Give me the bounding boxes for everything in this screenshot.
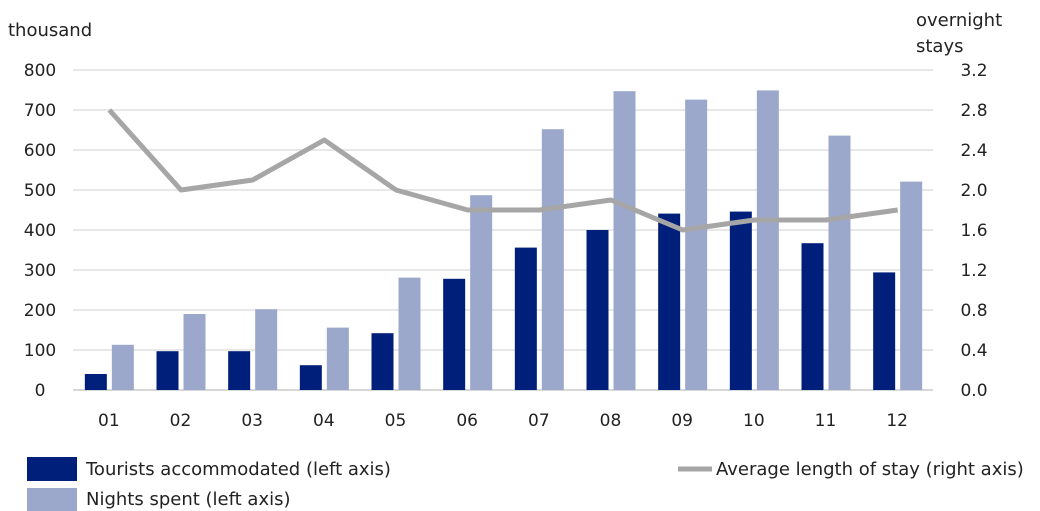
bar-nights	[111, 344, 134, 390]
right-axis-title-line-1: overnight	[916, 10, 1002, 31]
left-tick-label: 600	[24, 141, 56, 161]
bar-nights	[613, 91, 636, 390]
left-tick-label: 0	[35, 381, 46, 401]
left-tick-label: 800	[24, 61, 56, 81]
left-tick-label: 200	[24, 301, 56, 321]
left-axis-title: thousand	[8, 20, 92, 41]
legend-swatch-tourists	[27, 457, 77, 481]
bar-nights	[255, 309, 278, 390]
right-tick-label: 2.4	[960, 141, 987, 161]
bar-tourists	[514, 247, 537, 390]
right-tick-label: 1.6	[960, 221, 987, 241]
left-tick-label: 300	[24, 261, 56, 281]
bar-nights	[398, 277, 421, 390]
bar-tourists	[658, 213, 681, 390]
x-tick-label: 08	[600, 411, 622, 431]
bar-tourists	[156, 351, 179, 390]
x-tick-label: 12	[886, 411, 908, 431]
bar-tourists	[84, 374, 107, 390]
right-tick-label: 0.0	[960, 381, 987, 401]
bar-tourists	[873, 272, 896, 390]
right-tick-label: 0.8	[960, 301, 987, 321]
x-tick-label: 10	[743, 411, 765, 431]
line-average-stay	[107, 108, 899, 233]
bar-tourists	[228, 351, 251, 390]
gridlines	[73, 69, 933, 391]
bar-nights	[756, 90, 779, 391]
legend-swatch-nights	[27, 488, 77, 511]
left-tick-label: 700	[24, 101, 56, 121]
bar-tourists	[729, 211, 752, 390]
legend-label-tourists: Tourists accommodated (left axis)	[85, 459, 391, 480]
left-tick-label: 100	[24, 341, 56, 361]
bar-tourists	[371, 333, 394, 390]
x-axis-ticks: 01 02 03 04 05 06 07 08 09 10 11 12	[98, 411, 908, 431]
bar-nights	[900, 181, 923, 390]
left-tick-label: 400	[24, 221, 56, 241]
right-tick-label: 3.2	[960, 61, 987, 81]
right-axis-ticks: 0.0 0.4 0.8 1.2 1.6 2.0 2.4 2.8 3.2	[960, 61, 987, 401]
x-tick-label: 04	[313, 411, 335, 431]
legend: Tourists accommodated (left axis) Nights…	[27, 457, 1024, 511]
bar-tourists	[443, 278, 466, 390]
left-axis-ticks: 0 100 200 300 400 500 600 700 800	[24, 61, 56, 401]
legend-label-average-stay: Average length of stay (right axis)	[716, 459, 1024, 480]
right-tick-label: 2.8	[960, 101, 987, 121]
bar-tourists	[801, 243, 824, 390]
legend-label-nights: Nights spent (left axis)	[86, 489, 291, 510]
bars	[84, 90, 923, 391]
line-series	[107, 108, 899, 233]
bar-nights	[541, 129, 564, 390]
bar-nights	[828, 135, 851, 390]
bar-nights	[183, 314, 206, 390]
x-tick-label: 06	[456, 411, 478, 431]
x-tick-label: 01	[98, 411, 120, 431]
bar-nights	[470, 195, 493, 390]
x-tick-label: 03	[241, 411, 263, 431]
right-axis-title-line-2: stays	[916, 36, 964, 57]
x-tick-label: 07	[528, 411, 550, 431]
bar-tourists	[299, 365, 322, 390]
right-tick-label: 2.0	[960, 181, 987, 201]
right-tick-label: 1.2	[960, 261, 987, 281]
left-tick-label: 500	[24, 181, 56, 201]
right-tick-label: 0.4	[960, 341, 987, 361]
bar-tourists	[586, 230, 609, 390]
x-tick-label: 05	[385, 411, 407, 431]
x-tick-label: 09	[671, 411, 693, 431]
x-tick-label: 02	[170, 411, 192, 431]
bar-nights	[685, 99, 708, 390]
x-tick-label: 11	[815, 411, 837, 431]
bar-nights	[326, 327, 349, 390]
